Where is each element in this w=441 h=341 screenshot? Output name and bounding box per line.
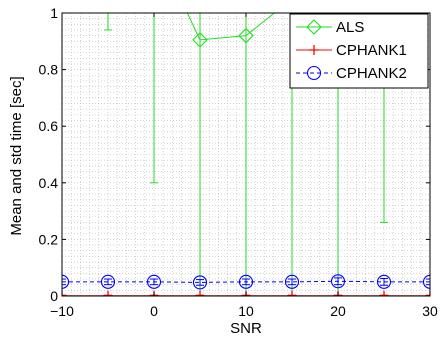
x-tick-label: 20 xyxy=(330,303,346,319)
x-tick-label: 30 xyxy=(422,303,438,319)
data-point xyxy=(330,274,346,289)
data-point xyxy=(62,274,70,289)
data-point xyxy=(100,274,116,289)
legend-label: CPHANK1 xyxy=(336,42,407,59)
y-axis-label: Mean and std time [sec] xyxy=(8,76,25,235)
data-point xyxy=(376,274,392,289)
series-cphank2 xyxy=(62,274,430,290)
y-tick-label: 0.4 xyxy=(39,175,59,191)
data-point xyxy=(192,275,208,290)
legend: ALS CPHANK1 CPHANK2 xyxy=(289,13,429,89)
legend-label: CPHANK2 xyxy=(336,65,407,82)
legend-label: ALS xyxy=(336,19,364,36)
x-tick-label: 10 xyxy=(238,303,254,319)
x-tick-label: 0 xyxy=(150,303,158,319)
legend-box xyxy=(289,13,429,89)
legend-marker xyxy=(306,65,322,81)
y-tick-label: 0.8 xyxy=(39,62,59,78)
data-point xyxy=(192,32,208,48)
legend-marker xyxy=(309,45,319,55)
x-axis-label: SNR xyxy=(230,320,262,337)
x-tick-label: −10 xyxy=(50,303,74,319)
data-point xyxy=(238,27,254,44)
data-point xyxy=(238,274,254,289)
series-line xyxy=(62,280,430,283)
y-tick-label: 0.6 xyxy=(39,118,59,134)
series-line xyxy=(186,13,276,41)
y-tick-label: 0 xyxy=(50,288,58,304)
y-tick-label: 0.2 xyxy=(39,231,59,247)
y-tick-label: 1 xyxy=(50,5,58,21)
legend-marker xyxy=(306,19,322,35)
data-point xyxy=(146,274,162,289)
data-point xyxy=(422,274,430,289)
data-point xyxy=(284,274,300,289)
